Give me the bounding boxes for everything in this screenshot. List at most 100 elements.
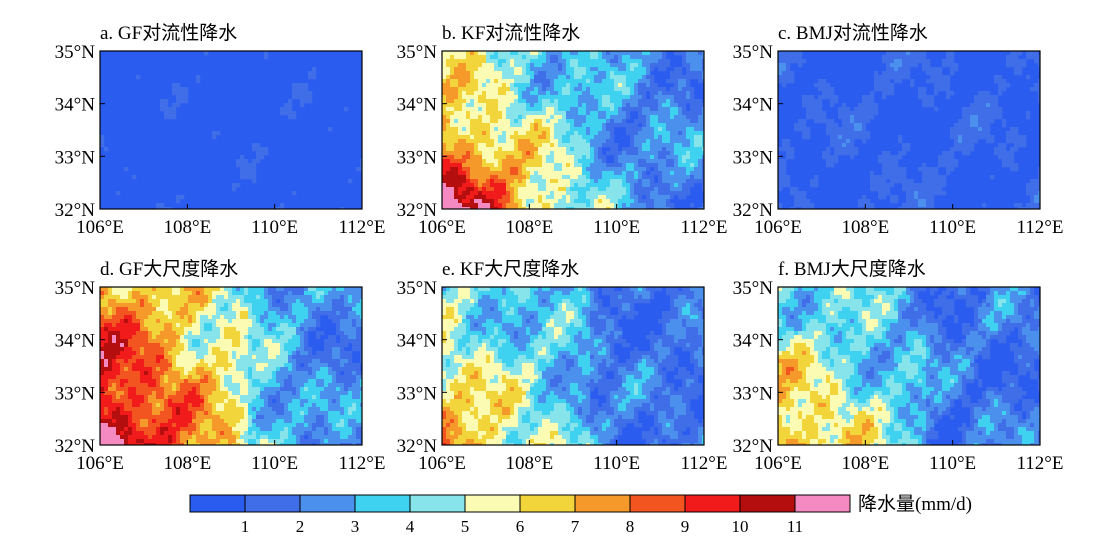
field-cell: [466, 75, 471, 80]
field-cell: [658, 187, 663, 192]
field-cell: [220, 347, 225, 352]
field-cell: [292, 95, 297, 100]
field-cell: [962, 119, 967, 124]
field-cell: [506, 147, 511, 152]
field-cell: [252, 335, 257, 340]
field-cell: [590, 99, 595, 104]
field-cell: [962, 151, 967, 156]
field-cell: [534, 171, 539, 176]
field-cell: [550, 55, 555, 60]
field-cell: [248, 367, 253, 372]
field-cell: [686, 163, 691, 168]
field-cell: [156, 299, 161, 304]
field-cell: [268, 343, 273, 348]
field-cell: [654, 135, 659, 140]
field-cell: [462, 203, 467, 208]
field-cell: [296, 91, 301, 96]
field-cell: [662, 103, 667, 108]
field-cell: [164, 287, 169, 292]
field-cell: [204, 323, 209, 328]
field-cell: [670, 203, 675, 208]
field-cell: [542, 175, 547, 180]
field-cell: [324, 359, 329, 364]
field-cell: [686, 139, 691, 144]
field-cell: [834, 123, 839, 128]
field-cell: [232, 291, 237, 296]
field-cell: [280, 307, 285, 312]
field-cell: [542, 103, 547, 108]
field-cell: [702, 127, 704, 132]
field-cell: [614, 187, 619, 192]
field-cell: [148, 319, 153, 324]
field-cell: [550, 91, 555, 96]
field-cell: [458, 59, 463, 64]
field-cell: [606, 63, 611, 68]
field-cell: [622, 59, 627, 64]
field-cell: [292, 315, 297, 320]
field-cell: [108, 307, 113, 312]
field-cell: [990, 175, 995, 180]
field-cell: [570, 151, 575, 156]
field-cell: [502, 163, 507, 168]
field-cell: [280, 291, 285, 296]
field-cell: [352, 315, 357, 320]
field-cell: [300, 91, 305, 96]
field-cell: [494, 103, 499, 108]
field-cell: [650, 79, 655, 84]
field-cell: [360, 291, 362, 296]
field-cell: [196, 371, 201, 376]
field-cell: [104, 303, 109, 308]
field-cell: [136, 339, 141, 344]
field-cell: [574, 151, 579, 156]
field-cell: [646, 107, 651, 112]
field-cell: [682, 75, 687, 80]
field-cell: [220, 371, 225, 376]
field-cell: [606, 107, 611, 112]
field-cell: [498, 127, 503, 132]
field-cell: [566, 187, 571, 192]
field-cell: [470, 167, 475, 172]
field-cell: [586, 167, 591, 172]
field-cell: [894, 159, 899, 164]
field-cell: [136, 295, 141, 300]
field-cell: [930, 103, 935, 108]
field-cell: [674, 139, 679, 144]
field-cell: [502, 155, 507, 160]
field-cell: [562, 95, 567, 100]
field-cell: [332, 303, 337, 308]
field-cell: [530, 79, 535, 84]
field-cell: [582, 175, 587, 180]
field-cell: [356, 363, 361, 368]
field-cell: [148, 323, 153, 328]
field-cell: [442, 139, 447, 144]
field-cell: [554, 71, 559, 76]
field-cell: [498, 75, 503, 80]
field-cell: [470, 143, 475, 148]
field-cell: [442, 187, 447, 192]
field-cell: [220, 351, 225, 356]
field-cell: [172, 295, 177, 300]
field-cell: [494, 139, 499, 144]
field-cell: [606, 139, 611, 144]
field-cell: [658, 163, 663, 168]
field-cell: [474, 107, 479, 112]
field-cell: [192, 311, 197, 316]
field-cell: [954, 159, 959, 164]
field-cell: [910, 55, 915, 60]
field-cell: [340, 347, 345, 352]
field-cell: [962, 107, 967, 112]
field-cell: [582, 127, 587, 132]
field-cell: [546, 63, 551, 68]
field-cell: [678, 159, 683, 164]
field-cell: [902, 183, 907, 188]
field-cell: [902, 167, 907, 172]
field-cell: [590, 159, 595, 164]
field-cell: [212, 307, 217, 312]
field-cell: [814, 103, 819, 108]
field-cell: [478, 75, 483, 80]
field-cell: [546, 175, 551, 180]
field-cell: [914, 187, 919, 192]
field-cell: [128, 359, 133, 364]
field-cell: [212, 343, 217, 348]
field-cell: [530, 107, 535, 112]
